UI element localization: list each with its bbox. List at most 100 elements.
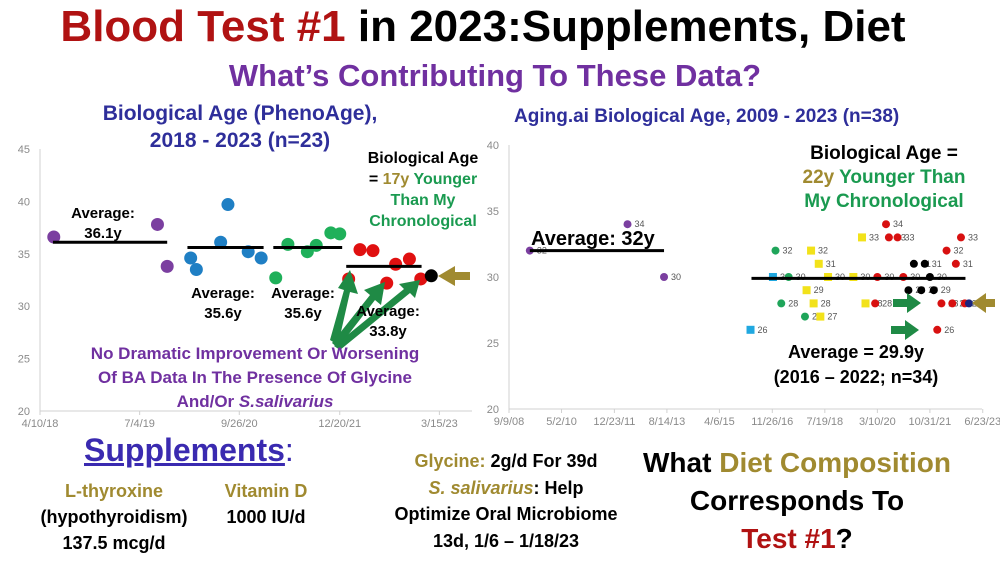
supplement-dose: 1000 IU/d <box>226 507 306 527</box>
average-value: 33.8y <box>369 323 407 340</box>
average-value: 35.6y <box>284 305 322 322</box>
data-label: 34 <box>635 219 645 229</box>
y-tick-label: 25 <box>18 354 30 366</box>
supplement-dose: 137.5 mcg/d <box>62 533 166 553</box>
supplement-name: Vitamin D <box>224 481 308 501</box>
data-point-period2 <box>184 251 198 265</box>
data-point-red <box>956 233 965 242</box>
right-chart: 20 25 30 35 40 9/9/08 5/2/10 12/23/11 8/14/13 4/6… <box>487 140 1000 428</box>
right-bio-age-note: Biological Age = 22y Younger Than My Chr… <box>803 142 966 214</box>
average-32-label: Average: 32y <box>531 228 655 250</box>
left-bio-age-note: Biological Age = 17y Younger Than My Chr… <box>368 148 479 232</box>
average-label-text: Average: <box>356 303 420 320</box>
data-point-red <box>937 299 946 308</box>
left-green-arrows <box>330 270 420 350</box>
question-text: What <box>643 447 720 478</box>
question-line3: Test #1? <box>643 520 951 558</box>
average-label-2: Average: 35.6y <box>191 284 255 324</box>
left-chart-title-line2: 2018 - 2023 (n=23) <box>149 129 331 152</box>
y-tick-label: 35 <box>18 249 30 261</box>
younger-text: Younger Than <box>834 167 966 188</box>
data-label: 31 <box>932 259 942 269</box>
data-label: 30 <box>671 272 681 282</box>
supplement-reason: (hypothyroidism) <box>40 507 188 527</box>
y-tick-label: 30 <box>18 301 30 313</box>
x-tick-label: 9/9/08 <box>494 416 525 428</box>
average-range: (2016 – 2022; n=34) <box>773 367 939 387</box>
y-tick-label: 20 <box>18 406 30 418</box>
note-line: Of BA Data In The Presence Of Glycine <box>98 368 412 387</box>
data-point-cyan <box>746 325 755 334</box>
y-tick-label: 40 <box>487 140 499 152</box>
x-tick-label: 4/10/18 <box>22 418 59 430</box>
y-tick-label: 35 <box>487 206 499 218</box>
data-point-period1 <box>47 230 61 244</box>
left-bio-age-line3: Than My <box>390 192 456 209</box>
x-tick-label: 11/26/16 <box>751 416 793 428</box>
data-label: 27 <box>827 312 837 322</box>
data-point-test1 <box>964 299 973 308</box>
glycine-label: Glycine: <box>414 451 486 471</box>
supplements-heading: Supplements: <box>84 432 294 469</box>
data-point-period4 <box>353 243 367 257</box>
data-point-period4 <box>366 244 380 258</box>
glycine-line: Glycine: 2g/d For 39d <box>394 448 617 475</box>
data-label: 33 <box>869 232 879 242</box>
colon: : <box>284 432 294 468</box>
data-label: 32 <box>954 246 964 256</box>
salivarius-line: S. salivarius: Help <box>394 475 617 502</box>
data-point-period4 <box>402 252 416 266</box>
green-arrow-icon <box>334 280 420 350</box>
data-point-yellow <box>814 259 823 268</box>
data-label: 29 <box>941 285 951 295</box>
data-point-period1 <box>150 217 164 231</box>
data-label: 29 <box>814 285 824 295</box>
x-tick-label: 9/26/20 <box>221 418 258 430</box>
slide-title: Blood Test #1 in 2023:Supplements, Diet <box>60 2 905 52</box>
x-tick-label: 7/19/18 <box>806 416 843 428</box>
data-label: 32 <box>818 246 828 256</box>
data-point-test1 <box>424 269 438 283</box>
data-label: 26 <box>944 325 954 335</box>
data-point-period3 <box>269 271 283 285</box>
data-label: 33 <box>905 232 915 242</box>
data-point-red <box>882 220 891 229</box>
data-point-red <box>951 259 960 268</box>
vitamin-d-block: Vitamin D 1000 IU/d <box>225 478 308 530</box>
left-bio-age-line2: = 17y Younger <box>368 169 479 190</box>
gold-arrow-icon <box>972 293 995 313</box>
y-tick-label: 30 <box>487 272 499 284</box>
left-chart-title: Biological Age (PhenoAge), 2018 - 2023 (… <box>103 100 378 154</box>
x-tick-label: 3/15/23 <box>421 418 458 430</box>
green-arrow-icon <box>891 320 919 340</box>
salivarius-text: : Help <box>533 477 584 498</box>
data-point-period2 <box>254 251 268 265</box>
x-tick-label: 8/14/13 <box>649 416 686 428</box>
data-label: 28 <box>882 298 892 308</box>
y-tick-label: 45 <box>18 144 30 156</box>
average-label-4: Average: 33.8y <box>356 302 420 342</box>
left-chart: 20 25 30 35 40 45 4/10/18 7/4/19 9/26/20 12/20/21… <box>18 144 472 430</box>
data-point-period3 <box>333 227 347 241</box>
right-bio-age-line3: My Chronological <box>804 191 964 212</box>
average-label-text: Average: <box>191 285 255 302</box>
data-point-yellow <box>816 312 825 321</box>
average-value: 36.1y <box>84 225 122 242</box>
data-point-black <box>904 286 913 295</box>
years-younger: 17y <box>382 171 410 188</box>
data-label: 31 <box>963 259 973 269</box>
green-arrow-icon <box>332 282 385 348</box>
left-bio-age-line4: Chronological <box>369 213 477 230</box>
x-tick-label: 12/20/21 <box>318 418 361 430</box>
data-point-black <box>920 259 929 268</box>
average-label-3: Average: 35.6y <box>271 284 335 324</box>
average-label-1: Average: 36.1y <box>71 204 135 244</box>
data-point-period2 <box>189 263 203 277</box>
data-point-black <box>909 259 918 268</box>
data-point-yellow <box>857 233 866 242</box>
salivarius-label: S. salivarius <box>428 477 534 498</box>
left-conclusion-note: No Dramatic Improvement Or Worsening Of … <box>91 342 419 414</box>
right-bio-age-line1: Biological Age = <box>810 143 958 164</box>
y-tick-label: 40 <box>18 196 30 208</box>
data-point-red <box>884 233 893 242</box>
